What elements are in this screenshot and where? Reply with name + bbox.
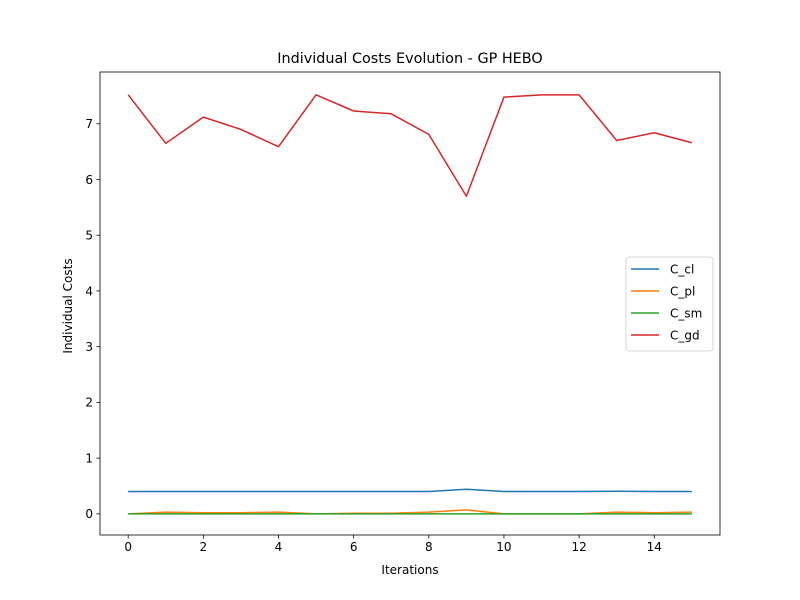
x-tick-label: 10 bbox=[496, 540, 511, 554]
x-tick-label: 14 bbox=[647, 540, 662, 554]
legend-label: C_gd bbox=[670, 328, 700, 342]
x-tick-label: 0 bbox=[124, 540, 132, 554]
legend: C_cl C_pl C_sm C_gd bbox=[625, 256, 714, 352]
y-tick-label: 3 bbox=[85, 340, 93, 354]
y-tick-label: 4 bbox=[85, 284, 93, 298]
chart-title: Individual Costs Evolution - GP HEBO bbox=[277, 51, 542, 67]
x-tick-label: 6 bbox=[350, 540, 358, 554]
x-tick-label: 8 bbox=[425, 540, 433, 554]
x-tick-label: 2 bbox=[200, 540, 208, 554]
y-tick-label: 6 bbox=[85, 173, 93, 187]
legend-label: C_pl bbox=[670, 284, 695, 298]
x-tick-label: 12 bbox=[571, 540, 586, 554]
x-tick-label: 4 bbox=[275, 540, 283, 554]
series-line-c-cl bbox=[128, 488, 692, 493]
y-tick-label: 0 bbox=[85, 507, 93, 521]
y-tick-label: 2 bbox=[85, 396, 93, 410]
plot-frame bbox=[99, 71, 721, 536]
legend-label: C_cl bbox=[670, 262, 694, 276]
series-line-c-pl bbox=[128, 509, 692, 515]
legend-label: C_sm bbox=[670, 306, 702, 320]
y-tick-label: 5 bbox=[85, 229, 93, 243]
series-line-c-gd bbox=[127, 94, 693, 197]
y-tick-label: 1 bbox=[85, 451, 93, 465]
legend-box bbox=[625, 256, 714, 352]
y-tick-label: 7 bbox=[85, 117, 93, 131]
x-axis-label: Iterations bbox=[381, 563, 438, 577]
y-axis-label: Individual Costs bbox=[61, 258, 75, 353]
